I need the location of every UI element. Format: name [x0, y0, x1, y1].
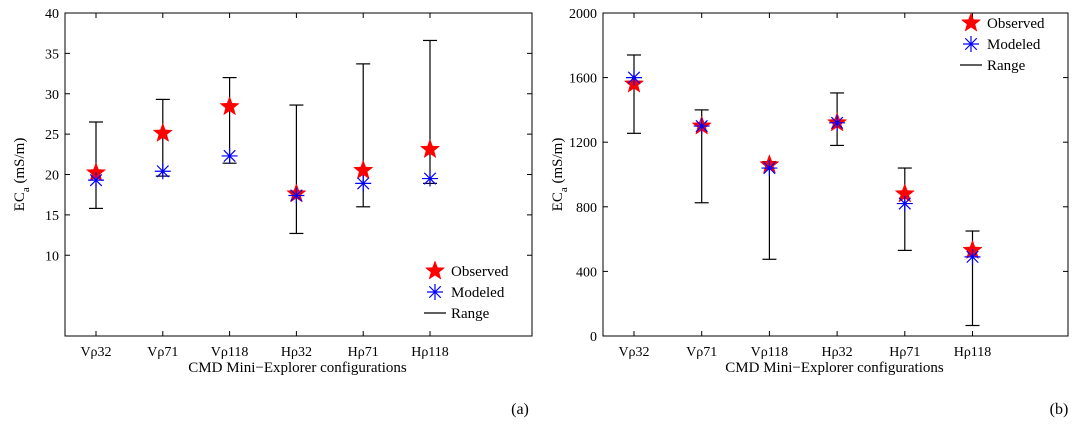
legend-label: Observed: [451, 264, 509, 280]
modeled-point: [288, 187, 305, 204]
y-axis-label-main: EC: [12, 192, 28, 211]
modeled-point: [221, 147, 238, 164]
y-axis-label: ECa (mS/m): [12, 138, 32, 212]
y-tick-label: 40: [45, 7, 59, 22]
y-tick-label: 0: [590, 330, 597, 345]
observed-point: [152, 122, 173, 142]
modeled-point: [896, 195, 913, 212]
x-tick-label: Vρ71: [686, 345, 717, 360]
x-tick-label: Hρ32: [281, 345, 312, 360]
y-tick-label: 10: [45, 249, 59, 264]
modeled-point: [88, 172, 104, 189]
y-tick-label: 2000: [569, 7, 597, 22]
legend-modeled-marker: [963, 36, 979, 52]
x-tick-label: Hρ71: [889, 345, 920, 360]
y-axis-label-unit: (mS/m): [12, 138, 28, 188]
modeled-point: [761, 160, 778, 177]
y-tick-label: 20: [45, 169, 59, 184]
modeled-point: [964, 248, 981, 265]
observed-point: [353, 159, 374, 180]
x-tick-label: Vρ71: [147, 345, 178, 360]
x-tick-label: Hρ32: [822, 345, 853, 360]
x-tick-label: Hρ71: [348, 345, 379, 360]
legend-label: Range: [451, 306, 490, 322]
panel-label: (b): [1050, 401, 1069, 418]
legend-label: Modeled: [451, 285, 505, 301]
legend-label: Observed: [987, 16, 1045, 32]
y-axis-label: ECa (mS/m): [550, 138, 570, 212]
legend: Observed Modeled Range: [424, 260, 509, 322]
modeled-point: [422, 170, 438, 187]
x-tick-label: Vρ118: [211, 345, 249, 360]
chart-panel-2: 0 400 800 1200 1600 2000 Vρ32 Vρ71 Vρ118 Hρ32 Hρ71…: [550, 7, 1069, 418]
y-axis-label-unit: (mS/m): [550, 138, 566, 188]
x-tick-label: Hρ118: [411, 345, 449, 360]
y-tick-label: 400: [576, 265, 597, 280]
modeled-point: [693, 118, 710, 135]
panel-label: (a): [511, 401, 529, 418]
x-tick-label: Vρ32: [618, 345, 649, 360]
modeled-point: [626, 69, 642, 86]
plot-area-frame: [602, 12, 1069, 337]
y-tick-label: 800: [576, 201, 597, 216]
y-tick-label: 1600: [569, 72, 597, 87]
y-tick-label: 30: [45, 88, 59, 103]
modeled-point: [154, 163, 171, 180]
y-tick-label: 25: [45, 128, 59, 143]
y-axis-label-subscript: a: [20, 187, 32, 192]
observed-point: [219, 95, 240, 116]
x-axis-label: CMD Mini−Explorer configurations: [188, 360, 407, 376]
legend: Observed Modeled Range: [960, 12, 1045, 74]
chart-panel-1: 10 15 20 25 30 35 40 Vρ32 Vρ71 Vρ118 Hρ32 Hρ71 Hρ118…: [12, 7, 533, 418]
y-tick-label: 1200: [569, 136, 597, 151]
x-axis-label: CMD Mini−Explorer configurations: [725, 360, 944, 376]
modeled-point: [355, 175, 372, 192]
x-tick-label: Vρ32: [80, 345, 111, 360]
y-tick-label: 15: [45, 209, 59, 224]
legend-label: Modeled: [987, 37, 1041, 53]
y-axis-label-subscript: a: [558, 187, 570, 192]
observed-point: [419, 138, 441, 159]
legend-observed-marker: [960, 12, 982, 32]
y-tick-label: 35: [45, 47, 59, 62]
legend-modeled-marker: [427, 284, 443, 300]
x-tick-label: Hρ118: [954, 345, 992, 360]
modeled-point: [829, 114, 846, 131]
x-tick-label: Vρ118: [751, 345, 789, 360]
y-axis-label-main: EC: [550, 192, 566, 211]
legend-observed-marker: [424, 260, 446, 280]
legend-label: Range: [987, 58, 1026, 74]
